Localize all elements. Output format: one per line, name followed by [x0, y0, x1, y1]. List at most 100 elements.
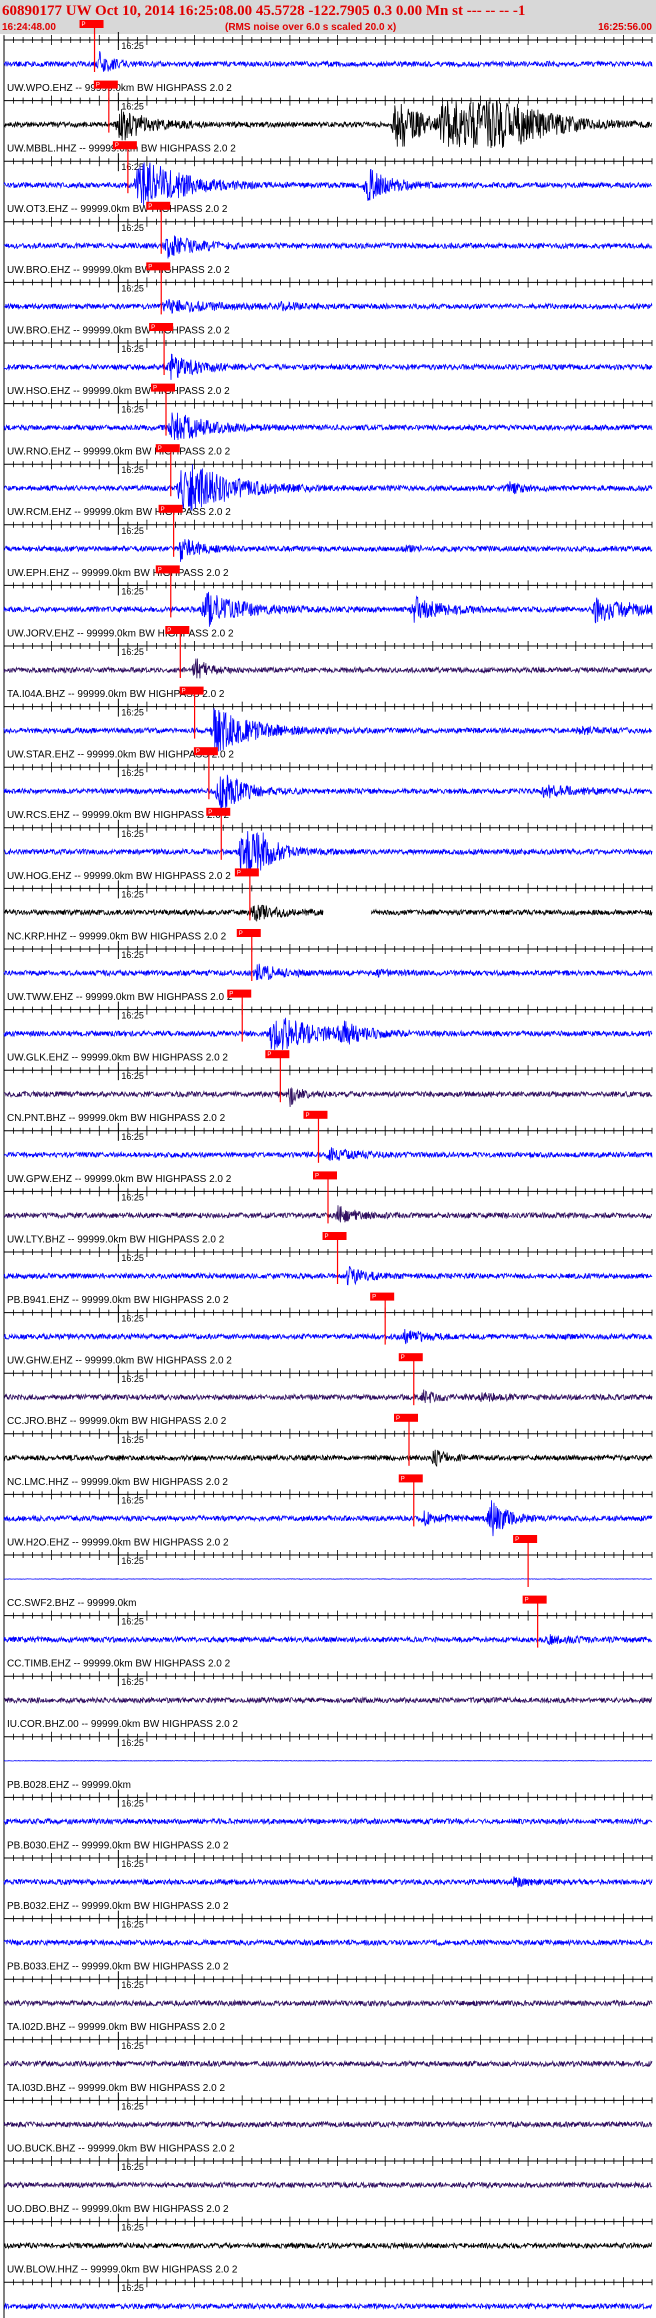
time-axis-ticks	[3, 1065, 653, 1076]
minute-tick-label: 16:25	[121, 2041, 144, 2051]
header-end-time: 16:25:56.00	[598, 22, 652, 33]
minute-tick-label: 16:25	[121, 2283, 144, 2293]
header-note: (RMS noise over 6.0 s scaled 20.0 x)	[225, 22, 396, 33]
minute-tick-label: 16:25	[121, 344, 144, 354]
station-label: IU.COR.BHZ.00 -- 99999.0km BW HIGHPASS 2…	[7, 1719, 238, 1730]
waveform	[3, 658, 652, 679]
time-axis-ticks	[3, 338, 653, 348]
waveform	[3, 1086, 653, 1108]
waveform	[3, 591, 653, 627]
waveform	[3, 2302, 653, 2311]
pick-marker-label: P	[237, 870, 241, 876]
station-label: CC.TIMB.EHZ -- 99999.0km BW HIGHPASS 2.0…	[7, 1659, 231, 1670]
station-label: TA.I02D.BHZ -- 99999.0km BW HIGHPASS 2.0…	[7, 2022, 225, 2033]
station-label: UO.DBO.BHZ -- 99999.0km BW HIGHPASS 2.0 …	[7, 2204, 229, 2215]
station-label: UW.OT3.EHZ -- 99999.0km BW HIGHPASS 2.0 …	[7, 204, 228, 215]
minute-tick-label: 16:25	[121, 1920, 144, 1930]
waveform	[3, 1266, 653, 1286]
time-axis-ticks	[3, 1731, 653, 1742]
station-label: TA.I04A.BHZ -- 99999.0km BW HIGHPASS 2.0…	[7, 689, 225, 700]
station-label: UO.BUCK.BHZ -- 99999.0km BW HIGHPASS 2.0…	[7, 2143, 235, 2154]
time-axis-ticks	[3, 2156, 653, 2166]
pick-marker	[234, 868, 259, 877]
minute-tick-label: 16:25	[121, 1980, 144, 1990]
pick-marker-label: P	[401, 1476, 405, 1482]
time-axis-ticks	[3, 519, 653, 530]
pick-marker-label: P	[158, 446, 162, 452]
pick-marker-label: P	[148, 204, 152, 210]
pick-marker	[370, 1292, 395, 1301]
pick-marker	[158, 504, 183, 513]
minute-tick-label: 16:25	[121, 405, 144, 415]
waveform	[3, 2241, 653, 2250]
pick-marker-label: P	[96, 83, 100, 89]
pick-marker	[112, 141, 137, 150]
pick-marker-label: P	[161, 507, 165, 513]
station-label: UW.BLOW.HHZ -- 99999.0km BW HIGHPASS 2.0…	[7, 2265, 238, 2276]
time-axis-ticks	[3, 398, 653, 409]
pick-marker	[313, 1171, 337, 1180]
time-axis-ticks	[3, 822, 653, 833]
pick-marker	[227, 989, 252, 998]
waveform	[3, 353, 653, 380]
pick-marker-label: P	[229, 992, 233, 998]
trace-track: 16:25 P NC.LMC.HHZ -- 99999.0km BW HIGHPAS…	[3, 1413, 653, 1488]
time-axis-ticks	[3, 2034, 653, 2045]
station-label: PB.B028.EHZ -- 99999.0km	[7, 1780, 131, 1791]
minute-tick-label: 16:25	[121, 2101, 144, 2111]
time-axis-ticks	[3, 1307, 653, 1318]
minute-tick-label: 16:25	[121, 950, 144, 960]
station-label: UW.TWW.EHZ -- 99999.0km BW HIGHPASS 2.0 …	[7, 992, 233, 1003]
minute-tick-label: 16:25	[121, 1192, 144, 1202]
station-label: PB.B033.EHZ -- 99999.0km BW HIGHPASS 2.0…	[7, 1962, 229, 1973]
station-label: CC.SWF2.BHZ -- 99999.0km	[7, 1598, 136, 1609]
time-axis-ticks	[3, 35, 653, 45]
minute-tick-label: 16:25	[121, 102, 144, 112]
trace-track: 16:25 PB.B030.EHZ -- 99999.0km BW HIGHPAS…	[3, 1789, 653, 1851]
pick-marker	[398, 1474, 423, 1483]
pick-marker	[193, 747, 218, 756]
minute-tick-label: 16:25	[121, 1738, 144, 1748]
pick-marker-label: P	[525, 1598, 529, 1604]
time-axis-ticks	[3, 156, 653, 167]
pick-marker-label: P	[151, 325, 155, 331]
time-axis-ticks	[3, 1974, 653, 1985]
pick-marker	[151, 383, 175, 392]
pick-marker	[206, 807, 231, 816]
time-axis-ticks	[3, 1368, 653, 1379]
station-label: PB.B941.EHZ -- 99999.0km BW HIGHPASS 2.0…	[7, 1295, 229, 1306]
minute-tick-label: 16:25	[121, 41, 144, 51]
pick-marker	[79, 20, 104, 28]
pick-marker	[398, 1353, 423, 1362]
minute-tick-label: 16:25	[121, 889, 144, 899]
minute-tick-label: 16:25	[121, 1011, 144, 1021]
minute-tick-label: 16:25	[121, 283, 144, 293]
minute-tick-label: 16:25	[121, 1071, 144, 1081]
minute-tick-label: 16:25	[121, 586, 144, 596]
header-background	[0, 0, 656, 34]
trace-track: 16:25 P NC.KRP.HHZ -- 99999.0km BW HIGHPAS…	[3, 868, 653, 942]
trace-track: 16:25 P CC.SWF2.BHZ -- 99999.0km	[3, 1535, 653, 1609]
waveform	[3, 1147, 653, 1161]
waveform	[3, 464, 653, 512]
station-label: UW.STAR.EHZ -- 99999.0km BW HIGHPASS 2.0…	[7, 750, 234, 761]
header-title: 60890177 UW Oct 10, 2014 16:25:08.00 45.…	[2, 3, 525, 19]
waveform	[3, 2120, 653, 2129]
minute-tick-label: 16:25	[121, 1435, 144, 1445]
time-axis-ticks	[3, 701, 653, 712]
station-label: UW.GHW.EHZ -- 99999.0km BW HIGHPASS 2.0 …	[7, 1356, 232, 1367]
waveform	[3, 298, 653, 314]
time-axis-ticks	[3, 883, 653, 894]
waveform	[3, 1999, 653, 2008]
trace-track: 16:25 P UW.GHW.EHZ -- 99999.0km BW HIGHPAS…	[3, 1292, 653, 1367]
trace-track: 16:25 P CC.TIMB.EHZ -- 99999.0km BW HIGHPA…	[3, 1595, 653, 1670]
station-label: UW.BRO.EHZ -- 99999.0km BW HIGHPASS 2.0 …	[7, 265, 230, 276]
waveform	[3, 1449, 653, 1468]
trace-track: 16:25 P UW.GPW.EHZ -- 99999.0km BW HIGHPAS…	[3, 1110, 653, 1185]
